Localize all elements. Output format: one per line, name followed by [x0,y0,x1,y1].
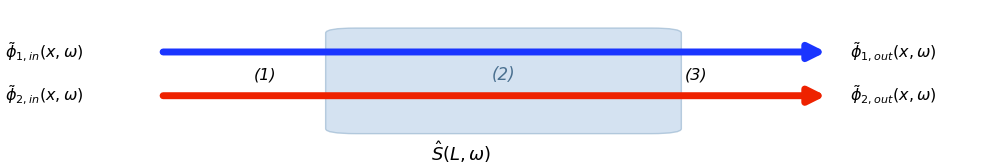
Text: $\tilde{\phi}_{1,out}(x,\omega)$: $\tilde{\phi}_{1,out}(x,\omega)$ [850,40,936,64]
Text: (1): (1) [255,68,277,82]
Text: (3): (3) [685,68,707,82]
Text: $\tilde{\phi}_{1,in}(x,\omega)$: $\tilde{\phi}_{1,in}(x,\omega)$ [5,40,83,64]
Text: (2): (2) [492,66,516,84]
Text: $\hat{S}(L,\omega)$: $\hat{S}(L,\omega)$ [431,139,491,165]
Text: $\tilde{\phi}_{2,out}(x,\omega)$: $\tilde{\phi}_{2,out}(x,\omega)$ [850,84,936,107]
Text: $\tilde{\phi}_{2,in}(x,\omega)$: $\tilde{\phi}_{2,in}(x,\omega)$ [5,84,83,107]
FancyBboxPatch shape [326,28,681,134]
